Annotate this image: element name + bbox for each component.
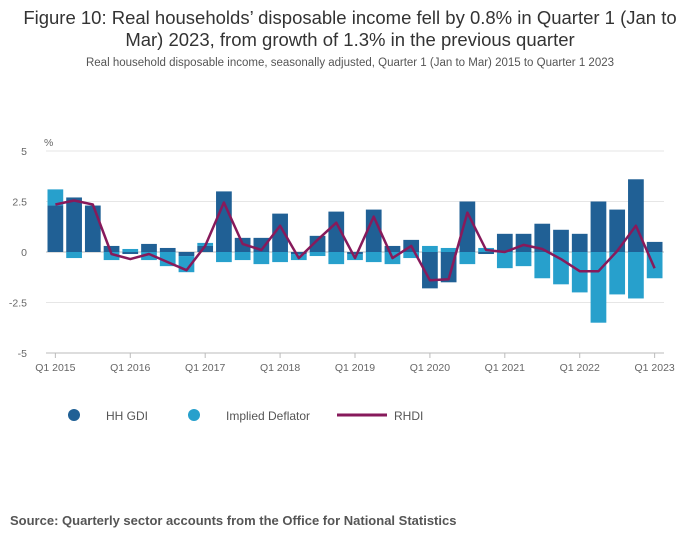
bar-hh-gdi: [384, 245, 401, 252]
bar-hh-gdi: [609, 209, 626, 252]
bar-hh-gdi: [141, 243, 157, 252]
bar-hh-gdi: [66, 197, 82, 252]
bar-implied-deflator: [103, 252, 120, 261]
bar-hh-gdi: [103, 245, 120, 252]
source-note: Source: Quarterly sector accounts from t…: [10, 513, 457, 528]
bar-implied-deflator: [122, 248, 139, 252]
chart-title: Figure 10: Real households’ disposable i…: [23, 7, 677, 50]
bar-hh-gdi: [459, 201, 476, 252]
x-tick-label: Q1 2015: [35, 362, 75, 374]
bar-implied-deflator: [365, 252, 382, 263]
bar-hh-gdi: [534, 223, 551, 252]
bar-hh-gdi: [496, 233, 513, 252]
x-tick-label: Q1 2023: [634, 362, 674, 374]
bar-implied-deflator: [534, 252, 551, 279]
legend-label-implied-deflator: Implied Deflator: [226, 409, 310, 423]
bar-implied-deflator: [216, 252, 232, 263]
y-tick-label: -2.5: [9, 298, 27, 310]
x-tick-label: Q1 2016: [110, 362, 150, 374]
bar-implied-deflator: [272, 252, 288, 263]
bar-hh-gdi: [478, 252, 494, 255]
bar-hh-gdi: [178, 252, 195, 257]
bar-series: [47, 179, 663, 323]
bar-implied-deflator: [609, 252, 626, 295]
x-tick-label: Q1 2021: [485, 362, 525, 374]
y-tick-label: 2.5: [12, 197, 27, 209]
legend-label-hh-gdi: HH GDI: [106, 409, 148, 423]
bar-implied-deflator: [403, 252, 420, 259]
bar-implied-deflator: [328, 252, 345, 265]
bar-implied-deflator: [515, 252, 532, 267]
bar-hh-gdi: [159, 247, 176, 252]
bar-hh-gdi: [47, 205, 64, 252]
bar-hh-gdi: [328, 211, 345, 252]
bar-hh-gdi: [197, 245, 214, 252]
x-tick-label: Q1 2020: [410, 362, 450, 374]
bar-implied-deflator: [459, 252, 476, 265]
legend-swatch-hh-gdi: [68, 409, 80, 421]
bar-hh-gdi: [122, 252, 139, 255]
bar-hh-gdi: [440, 252, 457, 283]
bar-implied-deflator: [253, 252, 270, 265]
legend-label-rhdi: RHDI: [394, 409, 423, 423]
bar-hh-gdi: [216, 191, 232, 252]
x-axis-ticks: Q1 2015 Q1 2016 Q1 2017 Q1 2018 Q1 2019 Q1 20…: [35, 353, 675, 374]
bar-hh-gdi: [347, 252, 363, 255]
bar-implied-deflator: [234, 252, 251, 261]
bar-hh-gdi: [590, 201, 607, 252]
y-axis-ticks: 5 2.5 0 -2.5 -5: [9, 146, 27, 360]
x-tick-label: Q1 2018: [260, 362, 300, 374]
bar-implied-deflator: [66, 252, 82, 259]
bar-hh-gdi: [290, 252, 307, 255]
bar-implied-deflator: [309, 252, 326, 257]
bar-implied-deflator: [553, 252, 569, 285]
chart-subtitle: Real household disposable income, season…: [85, 57, 615, 69]
series-line-rhdi: [55, 199, 656, 282]
bar-hh-gdi: [365, 209, 382, 252]
bar-implied-deflator: [628, 252, 644, 299]
bar-hh-gdi: [571, 233, 588, 252]
legend: HH GDI Implied Deflator RHDI: [68, 409, 423, 423]
bar-hh-gdi: [646, 241, 663, 252]
y-tick-label: -5: [18, 348, 27, 360]
x-tick-label: Q1 2019: [335, 362, 375, 374]
y-tick-label: 0: [21, 247, 27, 259]
y-tick-label: 5: [21, 146, 27, 158]
bar-implied-deflator: [47, 189, 64, 206]
bar-implied-deflator: [496, 252, 513, 269]
legend-swatch-implied-deflator: [188, 409, 200, 421]
bar-implied-deflator: [422, 245, 438, 252]
bar-hh-gdi: [84, 205, 101, 252]
bar-implied-deflator: [440, 247, 457, 252]
x-tick-label: Q1 2022: [560, 362, 600, 374]
bar-hh-gdi: [515, 233, 532, 252]
bar-implied-deflator: [141, 252, 157, 261]
bar-hh-gdi: [272, 213, 288, 252]
x-tick-label: Q1 2017: [185, 362, 225, 374]
y-axis-label: %: [44, 137, 53, 149]
bar-hh-gdi: [553, 229, 569, 252]
bar-hh-gdi: [309, 235, 326, 252]
bar-implied-deflator: [590, 252, 607, 323]
